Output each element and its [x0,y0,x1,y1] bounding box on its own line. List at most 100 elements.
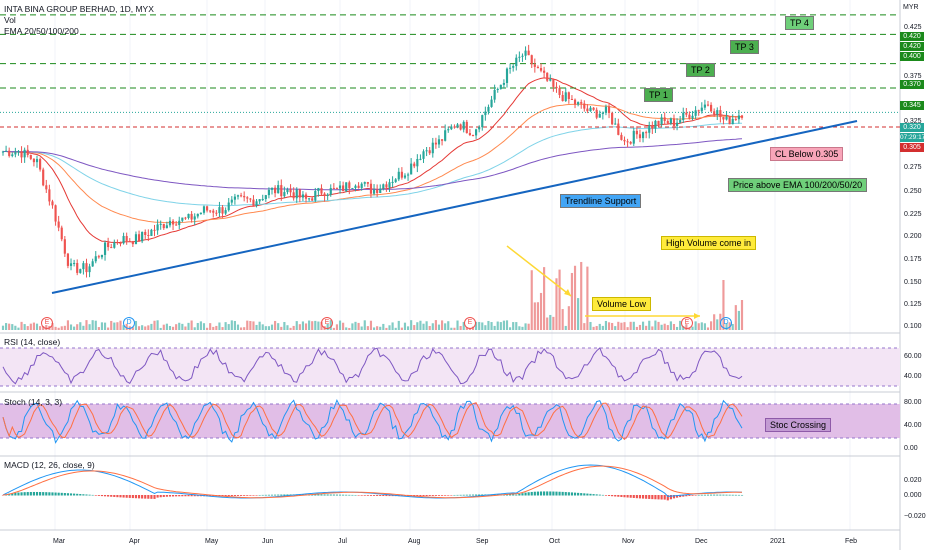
volume-bar [459,326,462,330]
volume-bar [308,320,311,330]
volume-bar [82,325,85,330]
volume-bar [76,324,79,330]
ema-label: EMA 20/50/100/200 [4,26,79,36]
macd-histogram-bar [709,494,713,496]
earnings-marker[interactable]: E [321,317,333,329]
macd-histogram-bar [329,494,332,496]
macd-tick: 0.020 [904,477,922,484]
candle [57,221,60,228]
price-tick: 0.100 [904,323,922,330]
volume-bar [26,326,29,330]
trendline-support-label[interactable]: Trendline Support [560,194,642,208]
stoc-crossing-label[interactable]: Stoc Crossing [765,418,832,432]
macd-histogram-bar [280,494,283,496]
stop-price-tag: 0.305 [900,143,924,152]
candle [181,217,184,221]
earnings-marker[interactable]: E [681,317,693,329]
high-volume-label[interactable]: High Volume come in [661,236,757,250]
trendline-support [51,120,858,294]
macd-histogram-bar [654,495,657,500]
volume-bar [342,322,345,330]
volume-bar [277,323,280,330]
candle [444,130,447,141]
macd-histogram-bar [320,494,323,496]
macd-histogram-bar [530,491,533,496]
candle [558,88,561,95]
dividend-marker[interactable]: D [123,317,135,329]
tp1-label[interactable]: TP 1 [644,88,673,102]
candle [416,159,419,167]
volume-bar [527,323,530,330]
macd-histogram-bar [17,492,20,496]
candle [338,185,342,189]
macd-histogram-bar [335,494,339,496]
volume-bar [462,321,465,330]
volume-bar [577,298,580,330]
candle [709,104,713,112]
volume-bar [431,323,434,330]
dividend-marker[interactable]: D [720,317,732,329]
volume-bar [623,322,626,330]
candle [277,185,280,194]
earnings-marker[interactable]: E [464,317,476,329]
volume-bar [425,321,428,330]
macd-histogram-bar [611,495,614,497]
candle [301,194,305,198]
macd-histogram-bar [249,495,252,496]
stop-loss-label[interactable]: CL Below 0.305 [770,147,844,161]
volume-low-label[interactable]: Volume Low [592,297,652,311]
candle [357,185,360,188]
volume-bar [722,280,725,330]
price-tick: 0.250 [904,188,922,195]
macd-histogram-bar [366,495,369,496]
macd-histogram-bar [137,495,141,499]
candle [202,206,206,213]
macd-histogram-bar [638,495,642,499]
macd-histogram-bar [128,495,131,498]
macd-histogram-bar [267,494,270,496]
macd-histogram-bar [376,495,379,496]
macd-histogram-bar [589,493,592,496]
volume-bar [536,302,540,330]
candle [428,150,431,154]
macd-histogram-bar [697,494,700,496]
macd-histogram-bar [567,492,570,496]
candle [261,199,264,201]
macd-histogram-bar [450,495,453,496]
volume-bar [301,321,305,330]
ema-note-label[interactable]: Price above EMA 100/200/50/20 [728,178,868,192]
macd-histogram-bar [91,494,94,496]
volume-bar [110,320,113,330]
macd-histogram-bar [103,495,107,497]
candle [515,57,518,67]
stoch-tick: 0.00 [904,445,918,452]
candle [601,112,604,114]
tp4-label[interactable]: TP 4 [785,16,814,30]
price-levels [0,14,900,128]
volume-bar [79,322,82,330]
candle [465,121,468,134]
stoch-band [0,404,900,438]
volume-bar [246,320,249,330]
candle [215,212,218,214]
candle [97,256,100,258]
candle [549,79,552,81]
candle [623,139,626,142]
candle [63,239,66,254]
candle [567,92,570,99]
countdown-tag: 07:29:17 [900,133,926,142]
tp3-label[interactable]: TP 3 [730,40,759,54]
earnings-marker[interactable]: E [41,317,53,329]
candle [385,184,388,188]
macd-histogram-bar [700,494,703,496]
macd-histogram-bar [274,494,277,496]
candle [351,188,354,190]
macd-histogram-bar [583,493,586,496]
volume-bar [1,325,5,330]
candle [243,195,246,198]
candle [580,102,583,104]
candle [363,182,366,184]
macd-histogram-bar [351,494,354,496]
candle [153,229,156,231]
tp2-label[interactable]: TP 2 [686,63,715,77]
